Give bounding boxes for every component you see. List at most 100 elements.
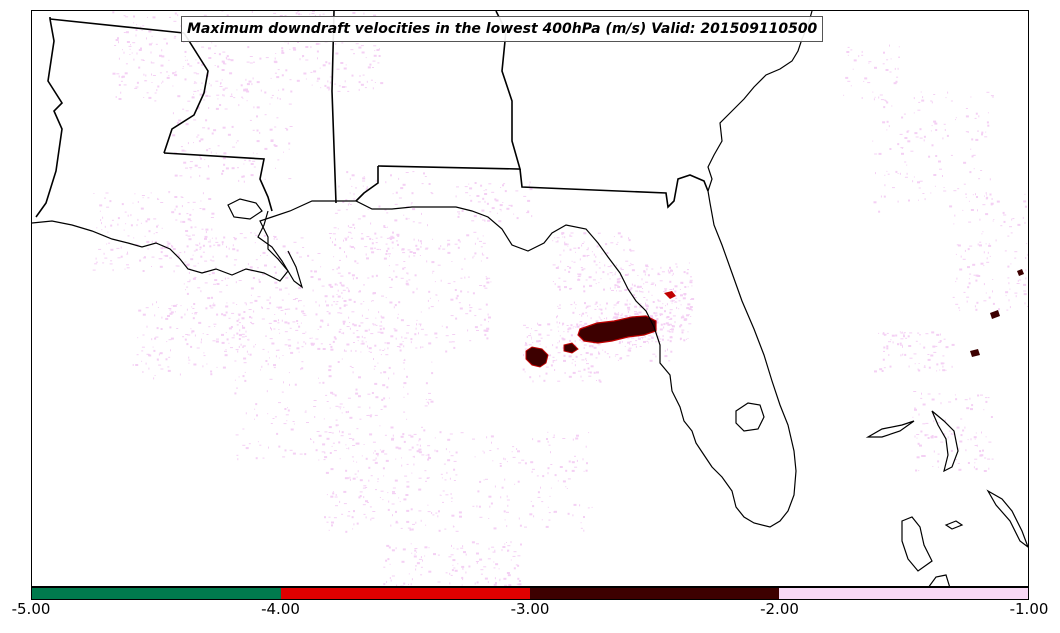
- weak-downdraft-speckle: [596, 245, 599, 248]
- weak-downdraft-speckle: [541, 501, 544, 503]
- weak-downdraft-speckle: [279, 332, 281, 334]
- weak-downdraft-speckle: [569, 234, 571, 237]
- weak-downdraft-speckle: [598, 351, 600, 354]
- weak-downdraft-speckle: [188, 238, 192, 241]
- weak-downdraft-speckle: [671, 299, 674, 302]
- weak-downdraft-speckle: [340, 312, 343, 314]
- weak-downdraft-speckle: [208, 107, 210, 109]
- weak-downdraft-speckle: [635, 345, 637, 348]
- weak-downdraft-speckle: [581, 243, 584, 244]
- weak-downdraft-speckle: [668, 331, 672, 333]
- weak-downdraft-speckle: [310, 438, 312, 440]
- weak-downdraft-speckle: [498, 568, 500, 570]
- weak-downdraft-speckle: [203, 99, 206, 101]
- weak-downdraft-speckle: [462, 567, 464, 570]
- weak-downdraft-speckle: [631, 337, 635, 339]
- weak-downdraft-speckle: [285, 414, 289, 416]
- weak-downdraft-speckle: [347, 290, 350, 293]
- weak-downdraft-speckle: [243, 357, 247, 360]
- weak-downdraft-speckle: [288, 148, 290, 150]
- weak-downdraft-speckle: [157, 85, 160, 88]
- weak-downdraft-speckle: [925, 434, 929, 436]
- weak-downdraft-speckle: [192, 308, 195, 309]
- weak-downdraft-speckle: [476, 505, 478, 508]
- weak-downdraft-speckle: [557, 265, 559, 268]
- weak-downdraft-speckle: [133, 15, 135, 18]
- weak-downdraft-speckle: [506, 499, 510, 501]
- weak-downdraft-speckle: [571, 461, 575, 464]
- weak-downdraft-speckle: [377, 331, 381, 333]
- weak-downdraft-speckle: [297, 323, 299, 325]
- weak-downdraft-speckle: [493, 561, 495, 563]
- weak-downdraft-speckle: [1009, 288, 1011, 290]
- weak-downdraft-speckle: [424, 334, 428, 336]
- weak-downdraft-speckle: [370, 351, 372, 353]
- weak-downdraft-speckle: [581, 268, 584, 271]
- weak-downdraft-speckle: [425, 480, 427, 482]
- weak-downdraft-speckle: [989, 178, 991, 181]
- weak-downdraft-speckle: [452, 525, 454, 528]
- weak-downdraft-speckle: [228, 58, 230, 61]
- weak-downdraft-speckle: [973, 466, 975, 469]
- weak-downdraft-speckle: [985, 131, 987, 133]
- weak-downdraft-speckle: [583, 290, 586, 293]
- weak-downdraft-speckle: [389, 577, 391, 579]
- weak-downdraft-speckle: [386, 544, 390, 547]
- weak-downdraft-speckle: [271, 328, 272, 331]
- weak-downdraft-speckle: [629, 349, 632, 352]
- weak-downdraft-speckle: [1023, 283, 1027, 286]
- weak-downdraft-speckle: [172, 134, 176, 137]
- weak-downdraft-speckle: [343, 86, 347, 88]
- weak-downdraft-speckle: [465, 571, 467, 574]
- weak-downdraft-speckle: [686, 307, 690, 310]
- weak-downdraft-speckle: [599, 261, 601, 263]
- weak-downdraft-speckle: [388, 500, 390, 503]
- weak-downdraft-speckle: [643, 297, 646, 298]
- weak-downdraft-speckle: [408, 449, 412, 451]
- weak-downdraft-speckle: [343, 490, 347, 493]
- weak-downdraft-speckle: [912, 180, 914, 183]
- weak-downdraft-speckle: [580, 354, 583, 356]
- weak-downdraft-speckle: [391, 437, 395, 439]
- weak-downdraft-speckle: [434, 281, 436, 283]
- weak-downdraft-speckle: [208, 95, 211, 97]
- weak-downdraft-speckle: [989, 193, 992, 196]
- weak-downdraft-speckle: [554, 369, 556, 371]
- weak-downdraft-speckle: [190, 176, 192, 179]
- weak-downdraft-speckle: [392, 492, 395, 495]
- weak-downdraft-speckle: [513, 551, 517, 553]
- weak-downdraft-speckle: [151, 35, 153, 37]
- weak-downdraft-speckle: [211, 296, 213, 299]
- weak-downdraft-speckle: [972, 154, 976, 156]
- weak-downdraft-speckle: [253, 106, 255, 109]
- weak-downdraft-speckle: [95, 257, 97, 260]
- weak-downdraft-speckle: [526, 336, 528, 338]
- weak-downdraft-speckle: [886, 129, 888, 131]
- weak-downdraft-speckle: [418, 332, 419, 335]
- weak-downdraft-speckle: [867, 82, 871, 84]
- weak-downdraft-speckle: [967, 131, 969, 133]
- weak-downdraft-speckle: [466, 234, 470, 237]
- weak-downdraft-speckle: [403, 382, 407, 385]
- weak-downdraft-speckle: [363, 337, 366, 339]
- weak-downdraft-speckle: [916, 437, 918, 439]
- weak-downdraft-speckle: [686, 338, 687, 340]
- weak-downdraft-speckle: [419, 240, 422, 243]
- weak-downdraft-speckle: [567, 331, 570, 333]
- weak-downdraft-speckle: [160, 251, 163, 254]
- weak-downdraft-speckle: [586, 305, 589, 308]
- weak-downdraft-speckle: [868, 62, 870, 64]
- weak-downdraft-speckle: [236, 332, 239, 335]
- weak-downdraft-speckle: [558, 340, 560, 343]
- weak-downdraft-speckle: [402, 183, 406, 186]
- weak-downdraft-speckle: [552, 281, 554, 282]
- weak-downdraft-speckle: [507, 504, 509, 507]
- weak-downdraft-speckle: [919, 137, 923, 139]
- weak-downdraft-speckle: [977, 130, 979, 132]
- weak-downdraft-speckle: [395, 510, 397, 513]
- weak-downdraft-speckle: [140, 59, 144, 61]
- downdraft-cell-bigbend: [577, 315, 657, 344]
- weak-downdraft-speckle: [502, 184, 504, 187]
- weak-downdraft-speckle: [367, 345, 368, 348]
- weak-downdraft-speckle: [533, 515, 535, 518]
